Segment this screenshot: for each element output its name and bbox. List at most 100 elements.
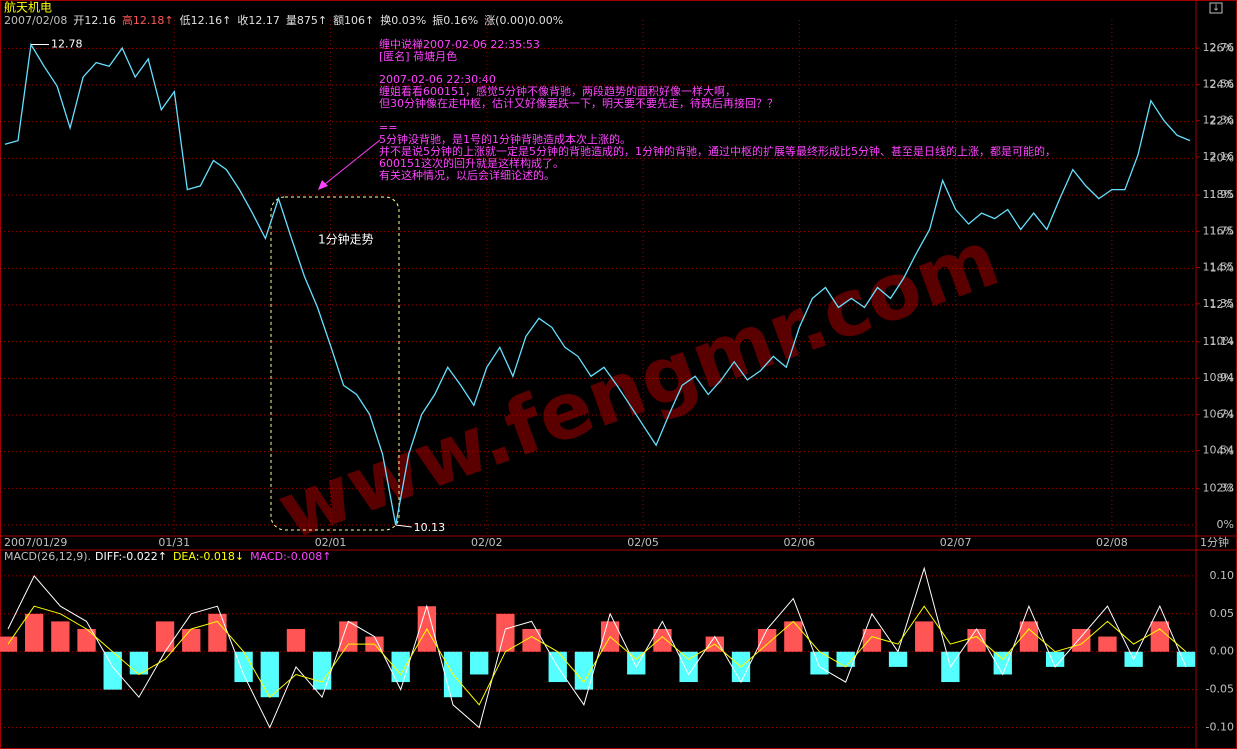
legend-entry: MACD:-0.008↑ — [250, 550, 331, 563]
y-tick-label: 0.05 — [1210, 607, 1235, 620]
y-tick-label: 11.55 — [1203, 261, 1235, 274]
macd-bar — [0, 636, 18, 652]
y-tick-label: 11.14 — [1203, 335, 1235, 348]
comment-line: 5分钟没背驰，是1号的1分钟背驰造成本次上涨的。 — [379, 132, 631, 146]
y2-tick-label: 16% — [1210, 225, 1234, 238]
quote-field: 低12.16↑ — [180, 14, 232, 27]
y-tick-label: 11.75 — [1203, 224, 1235, 237]
y-tick-label: 10.74 — [1203, 407, 1235, 420]
y-tick-label: 12.76 — [1203, 41, 1235, 54]
y2-tick-label: 14% — [1210, 261, 1234, 274]
macd-bar — [260, 651, 279, 698]
x-tick-label: 2007/01/29 — [4, 536, 67, 549]
y-tick-label: 12.36 — [1203, 114, 1235, 127]
macd-bar — [862, 628, 882, 652]
y2-tick-label: 20% — [1210, 151, 1234, 164]
comment-line: 但30分钟像在走中枢，估计又好像要跌一下，明天要不要先走，待跌后再接回？？ — [379, 96, 778, 110]
y2-tick-label: 10% — [1210, 335, 1234, 348]
comment-line: 缠中说禅2007-02-06 22:35:53 — [379, 37, 540, 51]
quote-field: 换0.03% — [380, 13, 426, 27]
legend-entry: DIFF:-0.022↑ — [95, 550, 167, 563]
window-icon[interactable] — [1209, 2, 1223, 14]
macd-bar — [286, 628, 306, 652]
macd-bar — [155, 621, 175, 652]
x-tick-label: 02/06 — [783, 536, 815, 549]
y2-tick-label: 24% — [1210, 78, 1234, 91]
macd-bar — [77, 628, 96, 652]
macd-bar — [915, 621, 934, 652]
quote-field: 振0.16% — [432, 13, 478, 27]
macd-bar — [339, 621, 358, 652]
highlight-box — [270, 196, 400, 531]
label-leader — [395, 524, 412, 528]
macd-bar — [888, 651, 908, 667]
macd-bar — [757, 628, 777, 652]
arrow — [319, 139, 381, 189]
macd-bar — [25, 613, 44, 652]
period-label: 1分钟 — [1200, 535, 1229, 549]
y2-tick-label: 26% — [1210, 41, 1234, 54]
comment-line: 缠姐看看600151，感觉5分钟不像背驰，两段趋势的面积好像一样大啊， — [379, 84, 736, 98]
macd-bar — [810, 651, 829, 675]
arrow-head — [318, 180, 328, 190]
comment-line: [匿名] 荷塘月色 — [379, 49, 457, 63]
price-line — [4, 42, 1191, 526]
macd-bar — [993, 651, 1012, 675]
x-tick-label: 02/05 — [627, 536, 659, 549]
macd-bar — [51, 621, 70, 652]
y-tick-label: 0.00 — [1210, 645, 1235, 658]
y2-tick-label: 22% — [1210, 115, 1234, 128]
quote-field: 涨(0.00)0.00% — [484, 14, 563, 27]
macd-bar — [312, 651, 332, 690]
y-tick-label: 11.95 — [1203, 188, 1235, 201]
y2-tick-label: 4% — [1217, 445, 1234, 458]
macd-bar — [1098, 636, 1117, 652]
x-tick-label: 02/07 — [940, 536, 972, 549]
macd-bar — [208, 613, 227, 652]
y2-tick-label: 18% — [1210, 188, 1234, 201]
window-icon[interactable]: ↓ — [1212, 4, 1220, 14]
macd-bar — [784, 621, 803, 652]
comment-line: 600151这次的回升就是这样构成了。 — [379, 156, 564, 170]
macd-bar — [496, 613, 515, 652]
x-tick-label: 01/31 — [158, 536, 190, 549]
y-tick-label: -0.10 — [1206, 721, 1234, 734]
macd-bar — [836, 651, 855, 667]
y-tick-label: 12.16 — [1203, 150, 1235, 163]
comment-line: 并不是说5分钟的上涨就一定是5分钟的背驰造成的，1分钟的背驰，通过中枢的扩展等最… — [379, 144, 1056, 158]
macd-bar — [103, 651, 122, 690]
quote-field: 量875↑ — [286, 14, 327, 27]
x-tick-label: 02/01 — [315, 536, 347, 549]
quote-field: 高12.18↑ — [122, 13, 174, 27]
watermark: www.fengmr.com — [267, 214, 1010, 558]
macd-bar — [234, 651, 253, 683]
indicator-line — [7, 605, 1187, 706]
low-label: 10.13 — [414, 521, 446, 534]
macd-bar — [653, 628, 672, 652]
y-tick-label: 12.56 — [1203, 77, 1235, 90]
comment-line: 2007-02-06 22:30:40 — [379, 73, 496, 86]
y-tick-label: -0.05 — [1206, 683, 1234, 696]
comment-line: == — [379, 121, 397, 134]
x-tick-label: 02/08 — [1096, 536, 1128, 549]
y-tick-label: 10.54 — [1203, 444, 1235, 457]
quote-field: 2007/02/08 — [4, 14, 67, 27]
y-tick-label: 11.35 — [1203, 297, 1235, 310]
y2-tick-label: 0% — [1217, 518, 1234, 531]
box-label: 1分钟走势 — [318, 232, 374, 247]
legend-entry: DEA:-0.018↓ — [173, 550, 244, 563]
y2-tick-label: 12% — [1210, 298, 1234, 311]
y-tick-label: 0.10 — [1210, 569, 1235, 582]
macd-bar — [1072, 628, 1091, 652]
macd-bar — [470, 651, 489, 675]
quote-field: 开12.16 — [73, 14, 116, 27]
quote-field: 收12.17 — [237, 13, 280, 27]
y2-tick-label: 6% — [1217, 408, 1234, 421]
comment-line: 有关这种情况，以后会详细论述的。 — [379, 168, 555, 182]
macd-bar — [1150, 621, 1169, 652]
y-tick-label: 10.33 — [1203, 482, 1235, 495]
y2-tick-label: 2% — [1217, 481, 1234, 494]
high-label: 12.78 — [51, 38, 83, 51]
y-tick-label: 10.94 — [1203, 371, 1235, 384]
